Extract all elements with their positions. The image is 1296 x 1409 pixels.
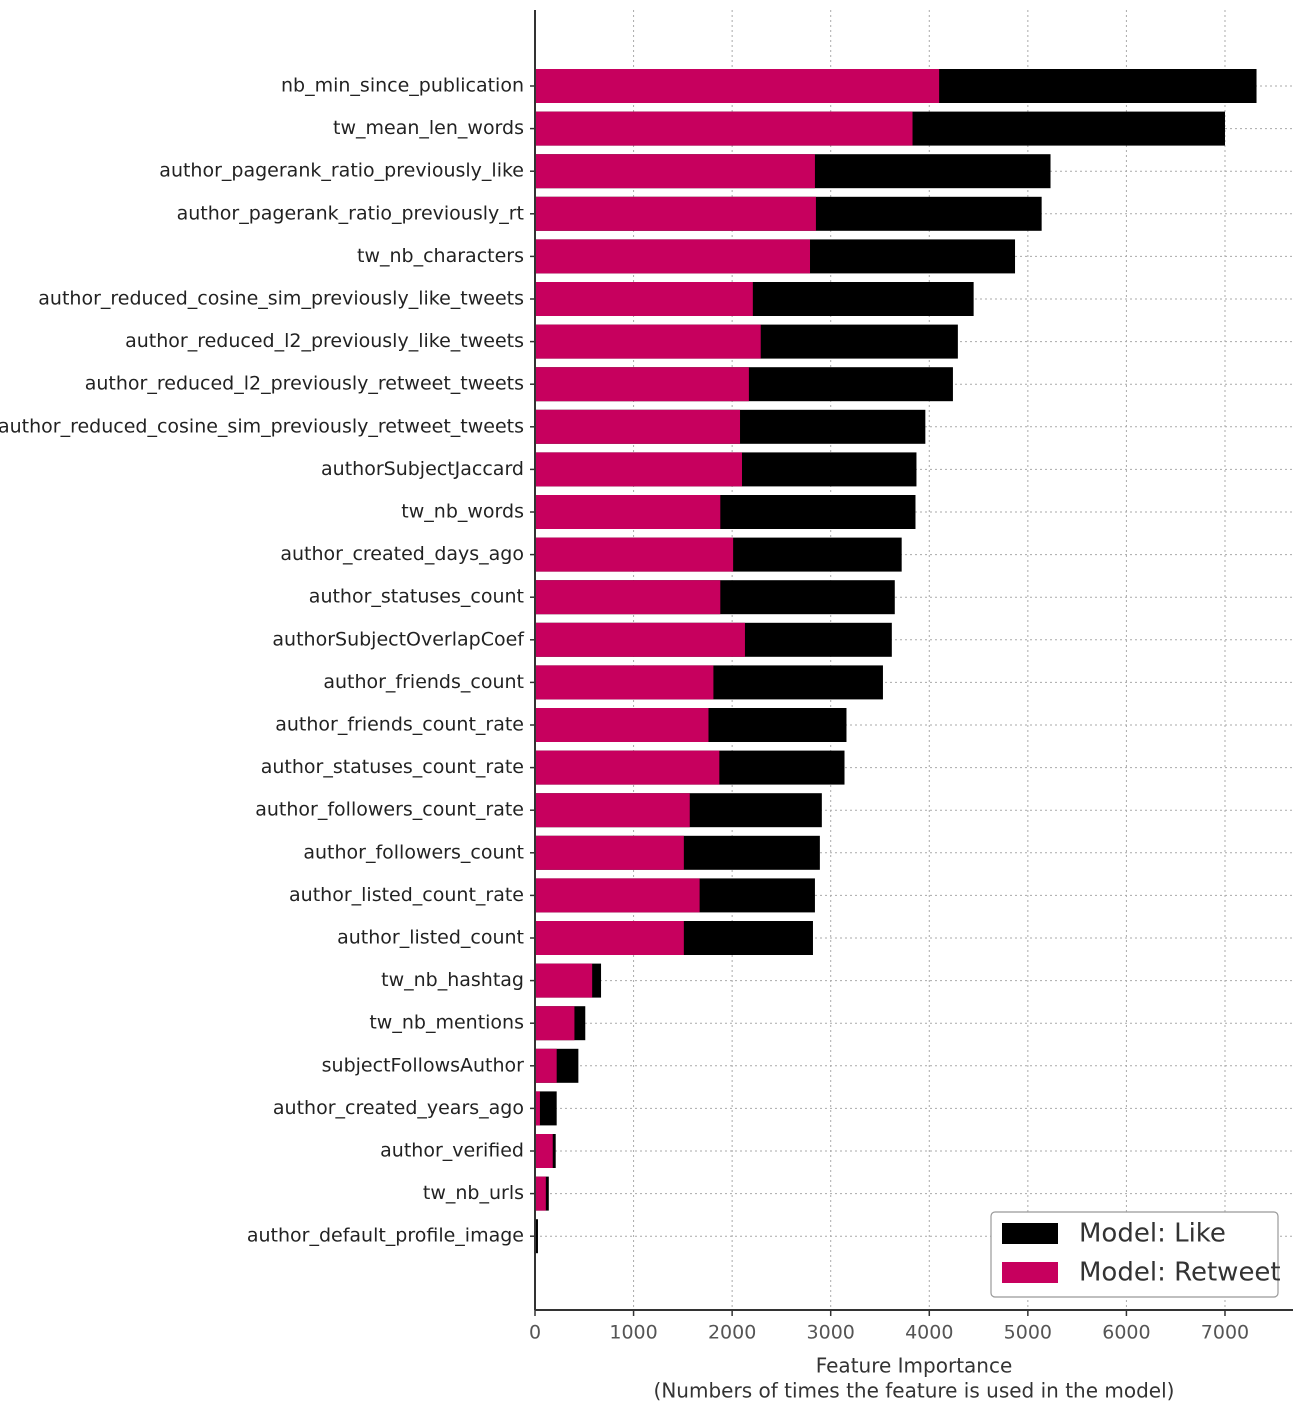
bar: [535, 1006, 575, 1041]
y-tick-label: author_statuses_count: [309, 586, 524, 608]
y-tick-label: author_statuses_count_rate: [261, 756, 524, 778]
bar: [535, 835, 684, 870]
bar: [535, 1219, 538, 1254]
y-tick-label: author_pagerank_ratio_previously_rt: [177, 202, 524, 224]
legend: Model: Like Model: Retweet: [990, 1211, 1281, 1298]
bar: [535, 282, 753, 316]
bar: [535, 409, 741, 444]
y-tick-label: author_pagerank_ratio_previously_like: [159, 160, 524, 182]
legend-swatch: [1002, 1262, 1058, 1283]
bar: [535, 111, 913, 146]
bar: [535, 580, 721, 615]
bar: [535, 1091, 557, 1126]
y-tick-label: author_reduced_l2_previously_retweet_twe…: [85, 373, 524, 395]
bar: [535, 537, 734, 572]
bar: [535, 495, 721, 529]
bar: [535, 324, 761, 359]
y-tick-label: tw_mean_len_words: [333, 117, 524, 139]
bar: [535, 750, 720, 785]
x-axis-label: (Numbers of times the feature is used in…: [654, 1379, 1175, 1403]
y-tick-label: tw_nb_words: [401, 501, 524, 523]
bar: [535, 1176, 546, 1211]
y-tick-label: tw_nb_characters: [357, 245, 524, 267]
x-tick-label: 4000: [905, 1322, 953, 1344]
y-tick-label: author_reduced_cosine_sim_previously_lik…: [38, 288, 524, 310]
x-tick-label: 6000: [1102, 1322, 1150, 1344]
y-tick-label: author_followers_count_rate: [255, 799, 524, 821]
legend-box: [990, 1211, 1279, 1298]
bar: [535, 196, 816, 231]
bar: [535, 921, 684, 955]
y-tick-label: authorSubjectJaccard: [321, 458, 524, 480]
y-tick-label: author_verified: [380, 1140, 524, 1162]
x-tick-label: 5000: [1004, 1322, 1052, 1344]
legend-swatch: [1002, 1223, 1058, 1244]
legend-label: Model: Like: [1079, 1219, 1226, 1249]
bar: [535, 665, 714, 700]
y-tick-label: author_created_days_ago: [280, 543, 524, 565]
bar: [535, 963, 593, 998]
y-tick-label: author_listed_count: [337, 927, 524, 949]
y-tick-label: authorSubjectOverlapCoef: [272, 628, 525, 650]
bar: [535, 878, 700, 913]
y-tick-label: tw_nb_urls: [423, 1182, 524, 1204]
y-tick-label: author_created_years_ago: [273, 1097, 524, 1119]
legend-label: Model: Retweet: [1079, 1258, 1281, 1288]
bar: [535, 622, 745, 657]
y-tick-label: subjectFollowsAuthor: [322, 1054, 525, 1076]
bar: [535, 708, 709, 742]
y-tick-label: author_reduced_cosine_sim_previously_ret…: [0, 415, 524, 437]
y-tick-label: tw_nb_hashtag: [381, 969, 524, 991]
bar: [535, 1048, 557, 1083]
y-tick-label: nb_min_since_publication: [281, 75, 524, 97]
bar: [535, 452, 742, 487]
x-axis-label: Feature Importance: [816, 1354, 1013, 1378]
x-tick-label: 2000: [708, 1322, 756, 1344]
bar: [535, 793, 690, 828]
y-tick-label: author_followers_count: [303, 841, 524, 863]
x-tick-label: 7000: [1201, 1322, 1249, 1344]
y-tick-label: author_friends_count: [323, 671, 524, 693]
bar: [535, 1134, 553, 1168]
y-tick-label: tw_nb_mentions: [369, 1012, 524, 1034]
bar: [535, 1091, 540, 1126]
x-tick-label: 3000: [807, 1322, 855, 1344]
bar: [535, 154, 815, 189]
y-tick-label: author_friends_count_rate: [275, 714, 524, 736]
y-tick-label: author_listed_count_rate: [289, 884, 524, 906]
bar: [535, 239, 811, 274]
bar: [535, 367, 749, 402]
bar: [535, 69, 940, 103]
y-tick-label: author_reduced_l2_previously_like_tweets: [125, 330, 524, 352]
x-tick-label: 1000: [609, 1322, 657, 1344]
x-tick-label: 0: [529, 1322, 541, 1344]
y-tick-label: author_default_profile_image: [247, 1225, 524, 1247]
